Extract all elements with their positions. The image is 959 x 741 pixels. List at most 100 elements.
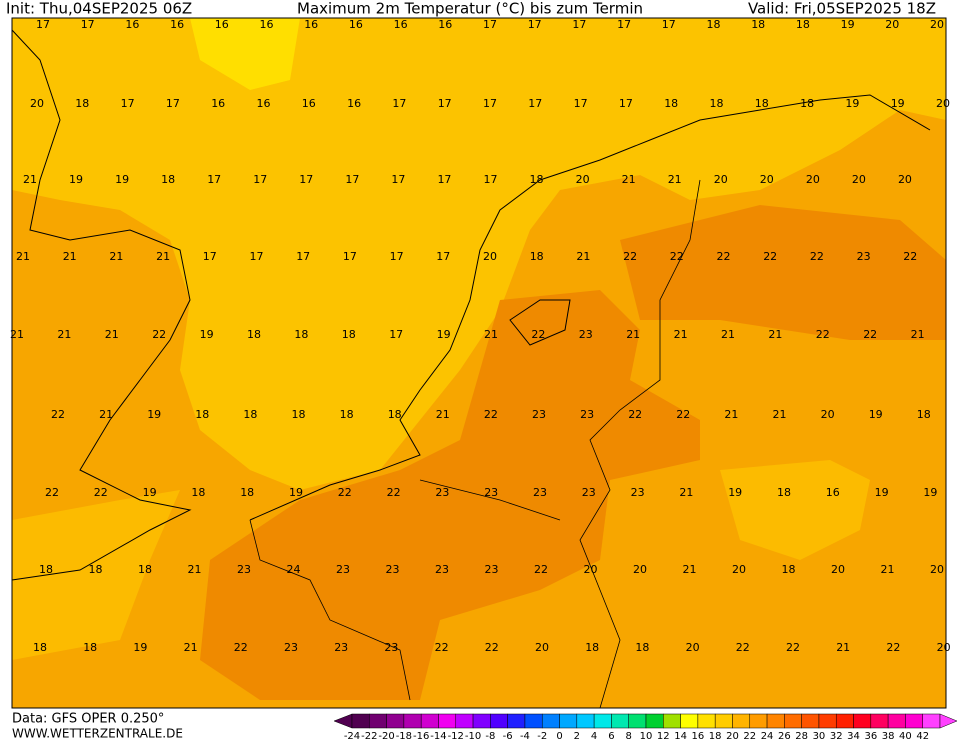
temperature-value: 20 [930, 563, 944, 576]
temperature-value: 20 [30, 97, 44, 110]
temperature-value: 21 [63, 250, 77, 263]
temperature-value: 18 [710, 97, 724, 110]
coastline [249, 94, 931, 521]
temperature-value: 16 [394, 18, 408, 31]
temperature-value: 18 [243, 408, 257, 421]
colorbar-label: -22 [361, 731, 377, 741]
colorbar-box [524, 713, 543, 729]
colorbar-box [697, 713, 716, 729]
temperature-value: 21 [668, 173, 682, 186]
colorbar-box [835, 713, 854, 729]
temperature-value: 22 [485, 641, 499, 654]
temperature-value: 20 [930, 18, 944, 31]
temperature-value: 16 [347, 97, 361, 110]
temperature-value: 22 [676, 408, 690, 421]
colorbar-box [351, 713, 370, 729]
temperature-value: 21 [773, 408, 787, 421]
temperature-value: 18 [530, 250, 544, 263]
colorbar-label: 32 [830, 731, 843, 741]
colorbar-box [507, 713, 526, 729]
temperature-value: 17 [207, 173, 221, 186]
temperature-value: 21 [679, 486, 693, 499]
temperature-value: 21 [622, 173, 636, 186]
temperature-value: 16 [215, 18, 229, 31]
temperature-value: 16 [125, 18, 139, 31]
colorbar-box [922, 713, 941, 729]
temperature-value: 20 [936, 97, 950, 110]
colorbar-label: -16 [413, 731, 429, 741]
border [249, 179, 701, 709]
temperature-value: 22 [903, 250, 917, 263]
colorbar-box [611, 713, 629, 729]
temperature-value: 17 [438, 97, 452, 110]
colorbar-box [766, 713, 785, 729]
temperature-value: 18 [294, 328, 308, 341]
colorbar-box [472, 713, 491, 729]
colorbar-label: 34 [847, 731, 860, 741]
temperature-value: 17 [392, 97, 406, 110]
temperature-value: 22 [628, 408, 642, 421]
temperature-value: 18 [635, 641, 649, 654]
temperature-value: 18 [782, 563, 796, 576]
temperature-value: 21 [484, 328, 498, 341]
colorbar-box [559, 713, 578, 729]
colorbar-label: 2 [574, 731, 580, 741]
colorbar-box [818, 713, 837, 729]
temperature-value: 18 [240, 486, 254, 499]
temperature-value: 21 [721, 328, 735, 341]
temperature-value: 21 [10, 328, 24, 341]
colorbar-box [801, 713, 820, 729]
temperature-value: 21 [576, 250, 590, 263]
colorbar-label: 24 [761, 731, 774, 741]
warm-zone [620, 205, 946, 340]
temperature-value: 21 [836, 641, 850, 654]
temperature-value: 20 [483, 250, 497, 263]
temperature-value: 19 [69, 173, 83, 186]
temperature-value: 20 [633, 563, 647, 576]
temperature-value: 18 [917, 408, 931, 421]
temperature-value: 19 [143, 486, 157, 499]
temperature-value: 18 [191, 486, 205, 499]
colorbar-label: -6 [503, 731, 513, 741]
colorbar-box [784, 713, 802, 729]
temperature-value: 19 [841, 18, 855, 31]
colorbar-label: 18 [709, 731, 722, 741]
colorbar-label: 10 [640, 731, 653, 741]
temperature-value: 18 [89, 563, 103, 576]
temperature-value: 17 [343, 250, 357, 263]
temperature-value: 18 [340, 408, 354, 421]
temperature-value: 21 [99, 408, 113, 421]
temperature-value: 22 [531, 328, 545, 341]
temperature-value: 23 [579, 328, 593, 341]
temperature-value: 22 [736, 641, 750, 654]
temperature-value: 18 [161, 173, 175, 186]
temperature-value: 18 [342, 328, 356, 341]
temperature-value: 22 [863, 328, 877, 341]
temperature-value: 19 [437, 328, 451, 341]
temperature-value: 17 [484, 173, 498, 186]
colorbar-label: 14 [674, 731, 687, 741]
temperature-value: 19 [845, 97, 859, 110]
temperature-value: 17 [121, 97, 135, 110]
temperature-value: 16 [302, 97, 316, 110]
temperature-value: 16 [170, 18, 184, 31]
init-label: Init: Thu,04SEP2025 06Z [6, 0, 192, 18]
temperature-value: 23 [484, 486, 498, 499]
temperature-value: 20 [714, 173, 728, 186]
colorbar-label: 28 [795, 731, 808, 741]
temperature-value: 23 [533, 486, 547, 499]
colorbar-label: 36 [864, 731, 877, 741]
colorbar-box [420, 713, 439, 729]
colorbar-box [905, 713, 923, 729]
colorbar-box [870, 713, 889, 729]
temperature-value: 18 [777, 486, 791, 499]
colorbar-label: 30 [813, 731, 826, 741]
temperature-value: 23 [386, 563, 400, 576]
temperature-value: 23 [237, 563, 251, 576]
colorbar-label: 12 [657, 731, 670, 741]
colorbar-box [438, 713, 457, 729]
temperature-value: 19 [200, 328, 214, 341]
cool-zone [12, 490, 180, 660]
temperature-value: 23 [336, 563, 350, 576]
colorbar-label: 38 [882, 731, 895, 741]
